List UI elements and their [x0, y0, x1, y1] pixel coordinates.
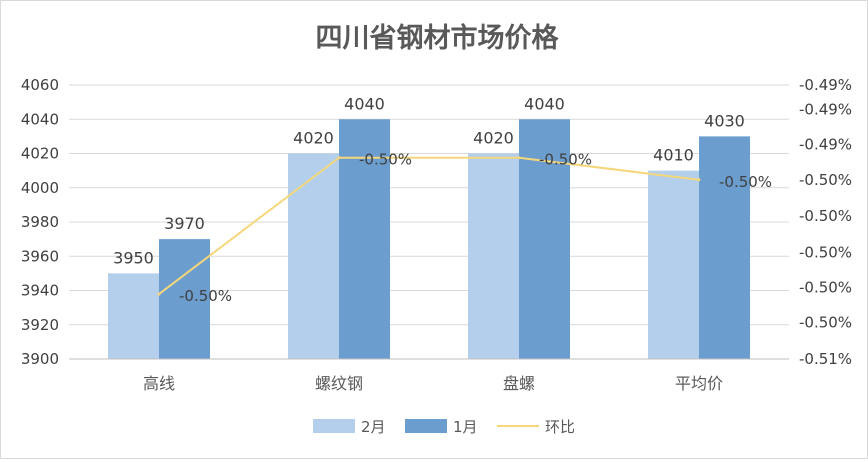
legend-label: 2月 — [361, 418, 386, 436]
bar-value-label: 3950 — [113, 248, 154, 267]
left-tick-label: 3940 — [21, 282, 59, 300]
right-tick-label: -0.49% — [799, 136, 852, 154]
bar-value-label: 4030 — [704, 111, 745, 130]
line-path — [158, 156, 700, 295]
line-point — [157, 292, 161, 296]
chart-title: 四川省钢材市场价格 — [316, 22, 560, 54]
left-tick-label: 3960 — [21, 247, 59, 265]
x-axis: 高线 螺纹钢 盘螺 平均价 — [69, 358, 789, 393]
legend-swatch — [313, 419, 355, 433]
bar-value-label: 3970 — [164, 214, 205, 233]
bar-value-label: 4020 — [473, 129, 514, 148]
left-axis: 3900 3920 3940 3960 3980 4000 4020 4040 4060 — [21, 76, 59, 368]
bar-series: 3950 3970 4020 4040 4020 4040 4010 4030 — [108, 94, 750, 359]
right-tick-label: -0.50% — [799, 244, 852, 262]
left-tick-label: 4040 — [21, 110, 59, 128]
x-tick-label: 平均价 — [675, 374, 723, 393]
right-tick-label: -0.50% — [799, 314, 852, 332]
legend-label: 1月 — [453, 418, 478, 436]
right-tick-label: -0.50% — [799, 279, 852, 297]
right-tick-label: -0.51% — [799, 350, 852, 368]
legend-label: 环比 — [545, 418, 575, 436]
right-tick-label: -0.49% — [799, 101, 852, 119]
right-tick-label: -0.50% — [799, 171, 852, 189]
bar — [648, 170, 699, 359]
line-point — [697, 178, 701, 182]
left-tick-label: 3920 — [21, 316, 59, 334]
line-point — [517, 156, 521, 160]
bar-value-label: 4040 — [524, 94, 565, 113]
left-tick-label: 4020 — [21, 145, 59, 163]
legend-swatch — [405, 419, 447, 433]
legend: 2月 1月 环比 — [313, 418, 575, 436]
line-point — [337, 156, 341, 160]
left-tick-label: 4000 — [21, 179, 59, 197]
bar — [468, 153, 519, 359]
bar — [108, 273, 159, 359]
line-value-label: -0.50% — [179, 287, 232, 305]
bar-value-label: 4010 — [653, 146, 694, 165]
bar-value-label: 4020 — [293, 129, 334, 148]
right-axis: -0.51% -0.50% -0.50% -0.50% -0.50% -0.50% -0.4… — [799, 76, 852, 368]
left-tick-label: 3900 — [21, 350, 59, 368]
x-tick-label: 螺纹钢 — [315, 374, 363, 393]
right-tick-label: -0.50% — [799, 207, 852, 225]
x-tick-label: 盘螺 — [503, 374, 535, 393]
left-tick-label: 3980 — [21, 213, 59, 231]
left-tick-label: 4060 — [21, 76, 59, 94]
bar — [288, 153, 339, 359]
x-tick-label: 高线 — [143, 374, 175, 393]
bar-value-label: 4040 — [344, 94, 385, 113]
bar — [339, 119, 390, 359]
line-value-label: -0.50% — [359, 151, 412, 169]
line-value-label: -0.50% — [719, 173, 772, 191]
bar — [699, 136, 750, 359]
line-value-label: -0.50% — [539, 151, 592, 169]
bar — [159, 239, 210, 359]
line-series: -0.50% -0.50% -0.50% -0.50% — [157, 151, 772, 305]
right-tick-label: -0.49% — [799, 76, 852, 94]
